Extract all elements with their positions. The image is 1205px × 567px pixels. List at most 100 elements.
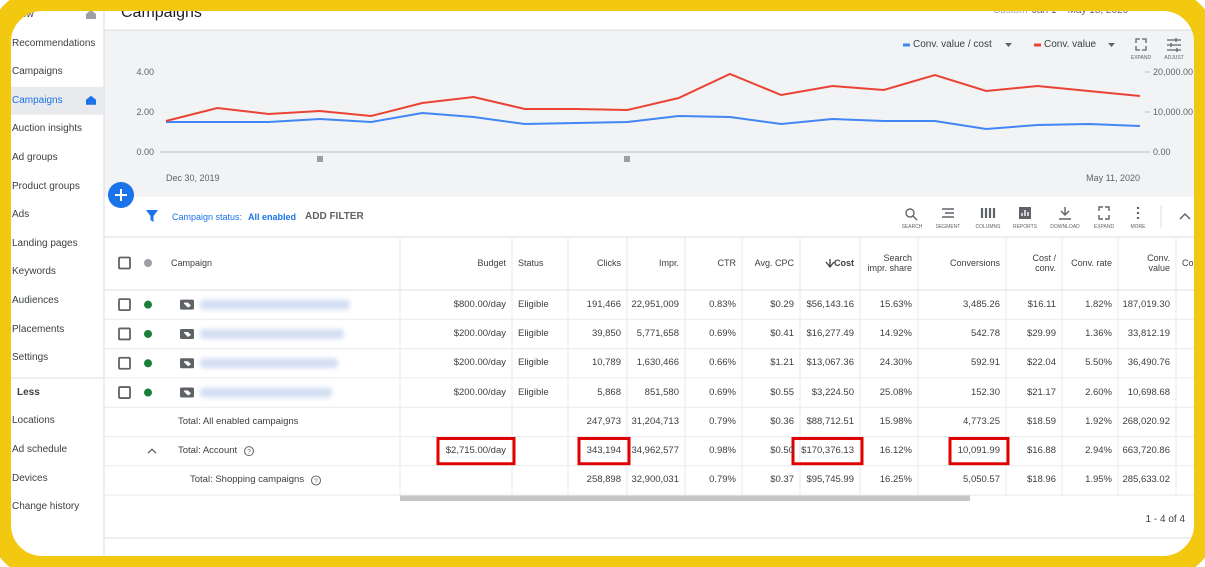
table-cell: 592.91 xyxy=(970,357,1000,369)
date-label: Custom xyxy=(993,5,1028,16)
range-handle[interactable] xyxy=(624,156,630,162)
nav-item[interactable]: Ad schedule xyxy=(12,444,68,455)
legend-label[interactable]: Conv. value xyxy=(1044,39,1097,50)
table-cell: 0.79% xyxy=(709,474,736,486)
table-cell: 15.98% xyxy=(879,415,912,427)
column-header[interactable]: Cost / conv. xyxy=(1032,253,1056,273)
nav-item-active[interactable]: Campaigns xyxy=(12,94,63,106)
tool-icon[interactable] xyxy=(1098,206,1110,220)
row-checkbox[interactable] xyxy=(118,256,131,270)
chart-control-label[interactable]: EXPAND xyxy=(1130,55,1152,61)
column-header[interactable]: Conv. rate xyxy=(1071,258,1112,268)
tool-icon[interactable] xyxy=(980,208,996,218)
blurred-campaign-name xyxy=(200,328,344,339)
status-dot xyxy=(144,359,152,368)
nav-item[interactable]: Devices xyxy=(12,472,48,484)
table-cell: 39,850 xyxy=(591,327,621,339)
filter-value[interactable]: All enabled xyxy=(248,212,297,222)
tool-label[interactable]: SEARCH xyxy=(901,224,923,230)
tool-label[interactable]: DOWNLOAD xyxy=(1050,224,1080,230)
table-cell: 0.79% xyxy=(709,415,736,427)
table-cell: 285,633.02 xyxy=(1122,474,1170,486)
column-header[interactable]: CTR xyxy=(717,258,737,268)
row-checkbox[interactable] xyxy=(118,327,131,341)
table-cell: 152.30 xyxy=(970,386,1000,398)
range-handle[interactable] xyxy=(317,156,323,162)
nav-item[interactable]: Landing pages xyxy=(12,237,78,249)
column-header[interactable]: Impr. xyxy=(658,258,679,268)
nav-item[interactable]: Locations xyxy=(12,415,55,427)
blurred-campaign-name xyxy=(200,387,332,398)
help-icon-mark: ? xyxy=(247,449,251,456)
nav-item[interactable]: Auction insights xyxy=(12,123,83,135)
nav-item[interactable]: Change history xyxy=(12,501,80,513)
table-cell: Eligible xyxy=(518,386,549,398)
column-header[interactable]: Avg. CPC xyxy=(754,258,794,268)
tool-label[interactable]: REPORTS xyxy=(1012,224,1038,230)
table-cell: Eligible xyxy=(518,357,549,369)
nav-item[interactable]: Settings xyxy=(12,352,49,364)
tool-label[interactable]: COLUMNS xyxy=(975,224,1001,230)
row-checkbox[interactable] xyxy=(118,298,131,312)
table-cell: 2.94% xyxy=(1085,445,1112,457)
table-cell: 10,698.68 xyxy=(1127,386,1170,398)
tool-label[interactable]: SEGMENT xyxy=(935,224,961,230)
y-tick-label: 4.00 xyxy=(136,67,154,77)
column-header[interactable]: Search impr. share xyxy=(867,253,912,273)
status-dot xyxy=(144,259,152,267)
table-cell: 0.69% xyxy=(709,386,736,398)
column-header[interactable]: Status xyxy=(518,258,544,268)
column-header[interactable]: Campaign xyxy=(171,258,213,268)
row-checkbox[interactable] xyxy=(118,386,131,399)
table-cell: 5,868 xyxy=(597,386,621,398)
add-filter[interactable]: ADD FILTER xyxy=(305,211,364,222)
tool-label[interactable]: MORE xyxy=(1130,224,1146,230)
tool-icon[interactable] xyxy=(905,208,918,221)
table-cell: $200.00/day xyxy=(453,386,506,398)
table-cell: 5,050.57 xyxy=(963,474,1000,486)
nav-item[interactable]: Recommendations xyxy=(12,37,96,49)
total-label: Total: Account xyxy=(178,445,238,457)
column-header[interactable]: Budget xyxy=(477,258,506,268)
horizontal-scrollbar[interactable] xyxy=(400,495,970,501)
filter-icon[interactable] xyxy=(146,210,158,222)
nav-item[interactable]: Ad groups xyxy=(12,152,58,163)
table-cell: $18.59 xyxy=(1026,415,1056,427)
table-cell: $0.55 xyxy=(770,386,794,398)
table-cell: 3,485.26 xyxy=(963,298,1000,310)
table-cell: 258,898 xyxy=(586,474,621,486)
collapse-icon[interactable] xyxy=(1179,212,1191,220)
table-cell: $0.36 xyxy=(770,415,794,427)
nav-item[interactable]: Placements xyxy=(12,323,65,335)
blurred-campaign-name xyxy=(200,358,338,369)
table-cell: $21.17 xyxy=(1026,386,1056,398)
column-header[interactable]: Co xyxy=(1182,258,1194,268)
column-header[interactable]: Cost xyxy=(834,258,854,268)
tool-icon[interactable] xyxy=(942,208,954,218)
expand-chevron[interactable] xyxy=(147,448,157,454)
tool-icon[interactable] xyxy=(1059,207,1071,220)
adjust-icon[interactable] xyxy=(1167,38,1181,52)
legend-label[interactable]: Conv. value / cost xyxy=(913,39,992,50)
nav-item[interactable]: Ads xyxy=(12,209,30,221)
table-cell: Eligible xyxy=(518,298,549,310)
table-cell: $0.37 xyxy=(770,474,794,486)
chart-control-label[interactable]: ADJUST xyxy=(1164,55,1184,61)
table-cell: 2.60% xyxy=(1085,386,1112,398)
table-cell: 14.92% xyxy=(879,327,912,339)
table-cell: $0.41 xyxy=(770,327,794,339)
nav-item[interactable]: Less xyxy=(17,386,40,398)
row-checkbox[interactable] xyxy=(118,356,131,370)
nav-item[interactable]: Audiences xyxy=(12,295,59,306)
nav-item[interactable]: Overview xyxy=(0,9,34,20)
table-cell: 851,580 xyxy=(644,386,679,398)
nav-item[interactable]: Campaigns xyxy=(12,66,63,78)
column-header[interactable]: Conversions xyxy=(949,258,1000,268)
column-header[interactable]: Conv. value xyxy=(1147,253,1170,273)
column-header[interactable]: Clicks xyxy=(597,258,621,268)
filter-label[interactable]: Campaign status: xyxy=(172,212,243,222)
table-cell: $16,277.49 xyxy=(806,327,854,339)
nav-item[interactable]: Product groups xyxy=(12,180,80,192)
nav-item[interactable]: Keywords xyxy=(12,266,56,278)
